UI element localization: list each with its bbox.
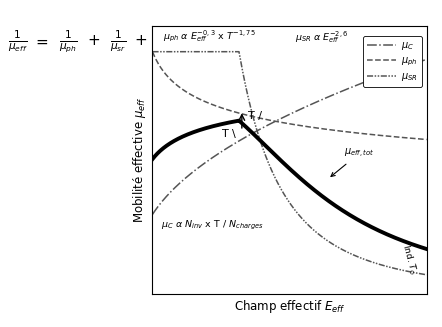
Text: $\frac{1}{\mu_{c}}$: $\frac{1}{\mu_{c}}$ [157, 28, 171, 54]
Text: Ind. $T_0$: Ind. $T_0$ [399, 242, 419, 276]
Text: $=$: $=$ [33, 33, 50, 48]
Text: T $\backslash$: T $\backslash$ [221, 127, 237, 140]
Text: $\mu_{ph}$ $\alpha$ $E_{eff}^{-0,3}$ x $T^{-1,75}$: $\mu_{ph}$ $\alpha$ $E_{eff}^{-0,3}$ x $… [164, 29, 256, 44]
Text: $\frac{1}{\mu_{ph}}$: $\frac{1}{\mu_{ph}}$ [59, 28, 78, 54]
Text: $\frac{1}{\mu_{sr}}$: $\frac{1}{\mu_{sr}}$ [110, 28, 127, 54]
X-axis label: Champ effectif $E_{eff}$: Champ effectif $E_{eff}$ [234, 299, 345, 316]
Text: $\mu_C$ $\alpha$ $N_{inv}$ x T / $N_{charges}$: $\mu_C$ $\alpha$ $N_{inv}$ x T / $N_{cha… [161, 219, 263, 232]
Y-axis label: Mobilité effective $\mu_{eff}$: Mobilité effective $\mu_{eff}$ [131, 97, 149, 223]
Text: $\frac{1}{\mu_{eff}}$: $\frac{1}{\mu_{eff}}$ [8, 28, 28, 54]
Text: $+$: $+$ [87, 33, 100, 48]
Legend: $\mu_C$, $\mu_{ph}$, $\mu_{SR}$: $\mu_C$, $\mu_{ph}$, $\mu_{SR}$ [363, 36, 422, 87]
Text: T /: T / [248, 111, 262, 121]
Text: $+$: $+$ [134, 33, 147, 48]
Text: $\mu_{eff,tot}$: $\mu_{eff,tot}$ [331, 146, 375, 177]
Text: $\mu_{SR}$ $\alpha$ $E_{eff}^{-2,6}$: $\mu_{SR}$ $\alpha$ $E_{eff}^{-2,6}$ [295, 29, 348, 45]
